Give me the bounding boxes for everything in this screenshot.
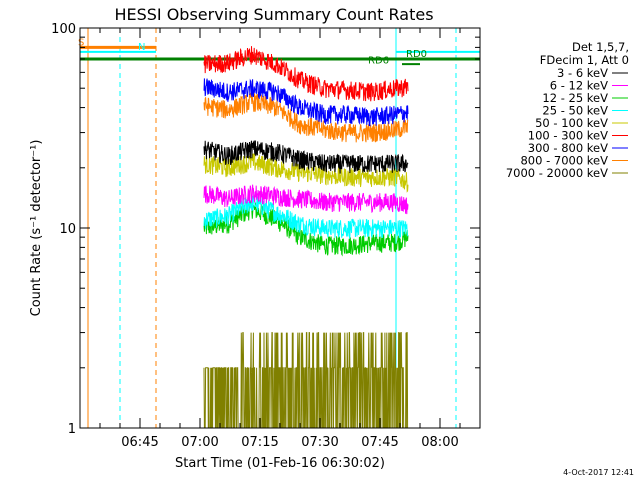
y-tick-label: 1 xyxy=(68,422,76,437)
y-axis-ticks: 1 10 100 xyxy=(51,22,480,437)
annotation-rd0: RD0 xyxy=(406,49,427,60)
legend-label: 25 - 50 keV xyxy=(542,104,608,118)
annotation-rd6: RD6 xyxy=(368,55,389,66)
x-axis-ticks: 06:45 07:00 07:15 07:30 07:45 08:00 xyxy=(99,28,461,450)
y-axis-label: Count Rate (s⁻¹ detector⁻¹) xyxy=(29,140,44,317)
x-axis-label: Start Time (01-Feb-16 06:30:02) xyxy=(175,456,385,471)
chart-title: HESSI Observing Summary Count Rates xyxy=(114,5,433,24)
series-line-12-25-kev xyxy=(203,200,409,257)
legend-label: 50 - 100 keV xyxy=(535,116,608,130)
series-line-800-7000-kev xyxy=(203,92,409,143)
legend-label: 300 - 800 keV xyxy=(528,141,608,155)
x-tick-label: 07:45 xyxy=(361,435,398,450)
x-tick-label: 08:00 xyxy=(421,435,458,450)
x-tick-label: 06:45 xyxy=(121,435,158,450)
series-line-6-12-kev xyxy=(203,184,409,215)
y-tick-label: 10 xyxy=(59,222,76,237)
legend-header-line-2: FDecim 1, Att 0 xyxy=(540,53,629,67)
guide-lines xyxy=(80,28,480,428)
series-line-300-800-kev xyxy=(203,78,409,127)
legend-label: 800 - 7000 keV xyxy=(520,154,608,168)
legend-label: 6 - 12 keV xyxy=(550,79,608,93)
legend-label: 12 - 25 keV xyxy=(542,91,608,105)
series-line-7000-20000-kev xyxy=(203,332,409,429)
series-line-100-300-kev xyxy=(203,46,409,102)
x-tick-label: 07:15 xyxy=(241,435,278,450)
annotation-layer: S N RD6 RD0 xyxy=(78,37,480,66)
x-tick-label: 07:30 xyxy=(301,435,338,450)
annotation-n: N xyxy=(138,42,145,53)
series-line-3-6-kev xyxy=(203,140,409,174)
legend-label: 100 - 300 keV xyxy=(528,129,608,143)
annotation-s: S xyxy=(78,37,84,48)
series-line-25-50-kev xyxy=(203,194,409,240)
series-line-50-100-kev xyxy=(203,153,409,193)
y-tick-label: 100 xyxy=(51,22,76,37)
footer-timestamp: 4-Oct-2017 12:41 xyxy=(563,468,634,477)
series-layer xyxy=(203,46,409,429)
legend-label: 3 - 6 keV xyxy=(557,66,608,80)
x-tick-label: 07:00 xyxy=(181,435,218,450)
legend-label: 7000 - 20000 keV xyxy=(506,166,608,180)
legend-header-line-1: Det 1,5,7, xyxy=(572,40,629,54)
